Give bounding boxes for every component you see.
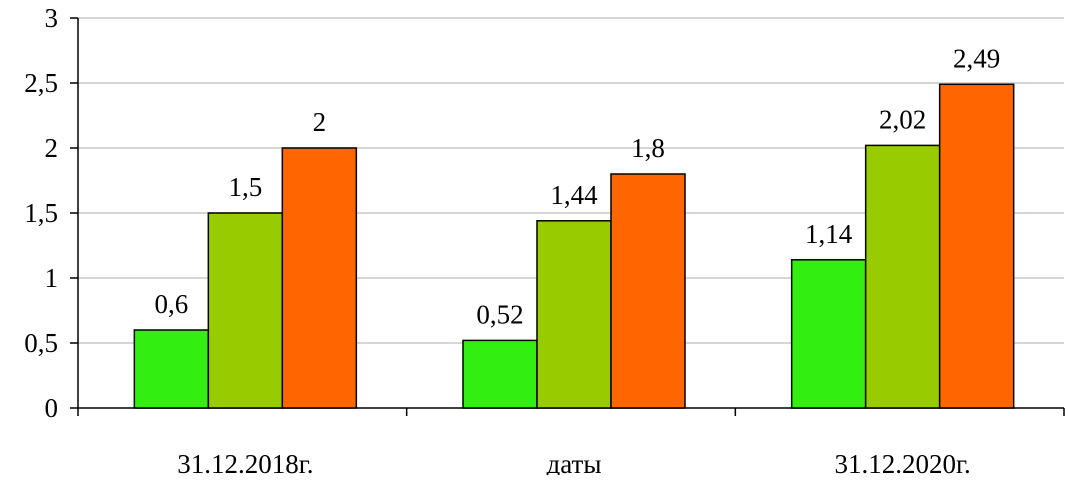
data-label: 2 [313,107,327,137]
bar [462,339,538,409]
data-label: 0,52 [476,299,523,329]
bar [281,147,358,409]
data-label: 1,5 [228,172,262,202]
y-tick-label: 1 [45,263,59,293]
bar [207,212,284,409]
labels: 0 0,5 1 1,5 2 2,5 3 0,6 1,5 2 31.12.2018г. 0,52 1,44… [24,3,1000,479]
data-label: 2,49 [953,43,1000,73]
y-tick-label: 1,5 [24,198,58,228]
data-label: 0,6 [154,289,188,319]
bar [610,173,686,409]
y-tick-label: 0,5 [24,328,58,358]
y-tick-label: 0 [45,393,59,423]
data-label: 1,14 [805,219,853,249]
bar [133,329,210,409]
bar [864,144,941,409]
bar [938,83,1015,409]
y-tick-label: 3 [45,3,59,33]
x-category-label: даты [547,449,602,475]
data-label: 1,8 [631,133,665,163]
bar [536,220,612,409]
y-tick-label: 2 [45,133,59,163]
x-category-label: 31.12.2018г. [177,449,313,475]
y-tick-label: 2,5 [24,68,58,98]
x-category-label: 31.12.2020г. [835,449,971,475]
data-label: 1,44 [550,180,598,210]
bars [133,83,1015,409]
bar [790,259,867,409]
data-label: 2,02 [879,104,926,134]
